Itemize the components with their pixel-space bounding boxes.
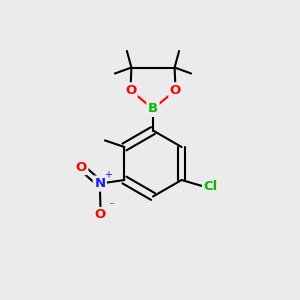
- Text: N: N: [94, 177, 105, 190]
- Text: O: O: [76, 160, 87, 174]
- Text: +: +: [104, 170, 112, 180]
- Text: Cl: Cl: [204, 180, 218, 193]
- Text: methyl: methyl: [103, 138, 107, 139]
- Text: O: O: [125, 84, 136, 97]
- Text: O: O: [170, 84, 181, 97]
- Text: B: B: [148, 102, 158, 116]
- Text: O: O: [95, 208, 106, 221]
- Text: ⁻: ⁻: [109, 200, 115, 214]
